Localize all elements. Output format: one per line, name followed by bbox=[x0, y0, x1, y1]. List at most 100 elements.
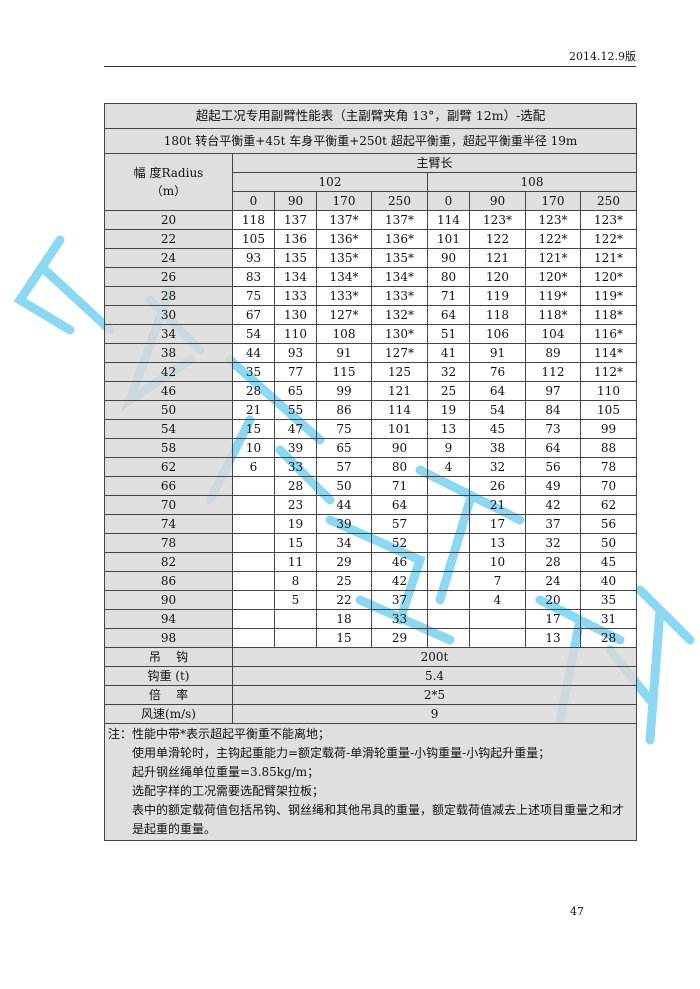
load-cell: 110 bbox=[274, 324, 317, 344]
load-cell: 34 bbox=[316, 533, 372, 553]
load-cell: 13 bbox=[525, 628, 581, 648]
load-cell: 5 bbox=[274, 590, 317, 610]
note-line: 使用单滑轮时，主钩起重能力=额定载荷-单滑轮重量-小钩重量-小钩起升重量； bbox=[132, 746, 551, 760]
load-cell: 114* bbox=[579, 343, 638, 363]
table-row: 86 8 25 42 7 24 40 bbox=[104, 571, 638, 591]
load-cell: 122* bbox=[579, 229, 638, 249]
load-cell: 37 bbox=[371, 590, 428, 610]
load-cell: 10 bbox=[469, 552, 526, 572]
footer-value: 2*5 bbox=[231, 685, 638, 705]
load-cell: 8 bbox=[274, 571, 317, 591]
load-cell: 54 bbox=[469, 400, 526, 420]
radius-cell: 26 bbox=[104, 267, 233, 287]
load-cell: 15 bbox=[274, 533, 317, 553]
table-row: 82 11 29 46 10 28 45 bbox=[104, 552, 638, 572]
load-cell: 32 bbox=[525, 533, 581, 553]
radius-cell: 24 bbox=[104, 248, 233, 268]
load-cell: 136* bbox=[371, 229, 428, 249]
load-cell: 44 bbox=[316, 495, 372, 515]
table-row: 94 18 33 17 31 bbox=[104, 609, 638, 629]
page-number: 47 bbox=[570, 905, 584, 918]
table-row: 90 5 22 37 4 20 35 bbox=[104, 590, 638, 610]
table-row: 22 105 136 136* 136* 101 122 122* 122* bbox=[104, 229, 638, 249]
table-row: 34 54 110 108 130* 51 106 104 116* bbox=[104, 324, 638, 344]
radius-cell: 66 bbox=[104, 476, 233, 496]
radius-cell: 82 bbox=[104, 552, 233, 572]
load-cell: 99 bbox=[579, 419, 638, 439]
load-cell: 133 bbox=[274, 286, 317, 306]
notes: 注：性能中带*表示超起平衡重不能离地； 使用单滑轮时，主钩起重能力=额定载荷-单滑… bbox=[103, 723, 638, 841]
table-row: 42 35 77 115 125 32 76 112 112* bbox=[104, 362, 638, 382]
load-cell: 54 bbox=[232, 324, 275, 344]
radius-cell: 42 bbox=[104, 362, 233, 382]
counterweight-header: 170 bbox=[316, 191, 372, 211]
load-cell: 15 bbox=[232, 419, 275, 439]
load-cell: 137* bbox=[371, 210, 428, 230]
load-cell: 33 bbox=[274, 457, 317, 477]
counterweight-header: 90 bbox=[469, 191, 526, 211]
counterweight-header: 170 bbox=[525, 191, 581, 211]
load-cell: 52 bbox=[371, 533, 428, 553]
load-cell: 56 bbox=[579, 514, 638, 534]
load-cell bbox=[232, 590, 275, 610]
load-cell: 25 bbox=[427, 381, 470, 401]
load-cell: 70 bbox=[579, 476, 638, 496]
load-cell: 64 bbox=[427, 305, 470, 325]
load-cell: 33 bbox=[371, 609, 428, 629]
load-cell: 121 bbox=[469, 248, 526, 268]
load-cell: 89 bbox=[525, 343, 581, 363]
load-cell: 106 bbox=[469, 324, 526, 344]
load-cell: 41 bbox=[427, 343, 470, 363]
load-cell: 90 bbox=[371, 438, 428, 458]
load-cell: 112* bbox=[579, 362, 638, 382]
load-cell: 118* bbox=[525, 305, 581, 325]
load-cell: 135* bbox=[316, 248, 372, 268]
load-cell: 57 bbox=[316, 457, 372, 477]
load-cell: 77 bbox=[274, 362, 317, 382]
radius-cell: 94 bbox=[104, 609, 233, 629]
radius-cell: 22 bbox=[104, 229, 233, 249]
load-cell: 31 bbox=[579, 609, 638, 629]
load-cell: 105 bbox=[579, 400, 638, 420]
table-subtitle: 180t 转台平衡重+45t 车身平衡重+250t 超起平衡重，超起平衡重半径 … bbox=[103, 128, 638, 154]
radius-cell: 86 bbox=[104, 571, 233, 591]
load-cell: 39 bbox=[274, 438, 317, 458]
load-cell: 110 bbox=[579, 381, 638, 401]
load-cell bbox=[427, 514, 470, 534]
load-cell: 10 bbox=[232, 438, 275, 458]
load-cell: 127* bbox=[316, 305, 372, 325]
load-cell: 18 bbox=[316, 609, 372, 629]
radius-cell: 50 bbox=[104, 400, 233, 420]
load-cell: 13 bbox=[427, 419, 470, 439]
load-cell: 26 bbox=[469, 476, 526, 496]
load-cell: 67 bbox=[232, 305, 275, 325]
load-cell: 75 bbox=[316, 419, 372, 439]
load-cell: 130* bbox=[371, 324, 428, 344]
load-cell: 15 bbox=[316, 628, 372, 648]
load-cell: 108 bbox=[316, 324, 372, 344]
load-cell bbox=[427, 628, 470, 648]
table-row: 58 10 39 65 90 9 38 64 88 bbox=[104, 438, 638, 458]
load-cell: 71 bbox=[371, 476, 428, 496]
radius-cell: 34 bbox=[104, 324, 233, 344]
table-row: 54 15 47 75 101 13 45 73 99 bbox=[104, 419, 638, 439]
watermark-stroke bbox=[13, 235, 115, 335]
performance-table: 超起工况专用副臂性能表（主副臂夹角 13°，副臂 12m）-选配 180t 转台… bbox=[103, 103, 638, 841]
radius-cell: 98 bbox=[104, 628, 233, 648]
table-row: 62 6 33 57 80 4 32 56 78 bbox=[104, 457, 638, 477]
footer-row: 钩重 (t) 5.4 bbox=[104, 666, 638, 686]
notes-row: 注：性能中带*表示超起平衡重不能离地； 使用单滑轮时，主钩起重能力=额定载荷-单滑… bbox=[103, 723, 638, 841]
table-row: 66 28 50 71 26 49 70 bbox=[104, 476, 638, 496]
load-cell bbox=[274, 628, 317, 648]
note-line: 选配字样的工况需要选配臂架拉板； bbox=[132, 784, 325, 798]
load-cell: 64 bbox=[371, 495, 428, 515]
footer-value: 200t bbox=[231, 647, 638, 667]
table-row: 28 75 133 133* 133* 71 119 119* 119* bbox=[104, 286, 638, 306]
load-cell: 132* bbox=[371, 305, 428, 325]
load-cell: 22 bbox=[316, 590, 372, 610]
load-cell: 123* bbox=[525, 210, 581, 230]
load-cell: 91 bbox=[316, 343, 372, 363]
load-cell: 115 bbox=[316, 362, 372, 382]
load-cell: 50 bbox=[316, 476, 372, 496]
load-cell: 45 bbox=[579, 552, 638, 572]
